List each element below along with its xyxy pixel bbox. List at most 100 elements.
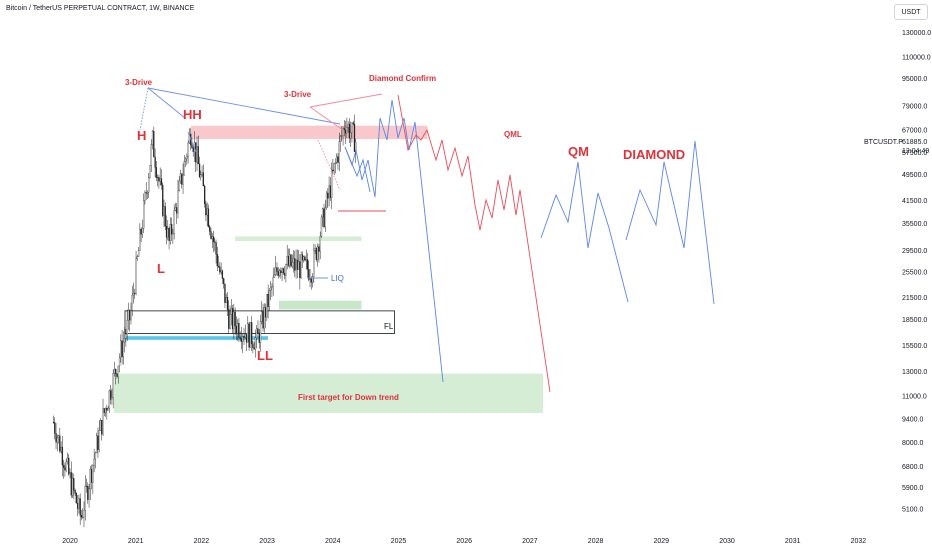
candle-body [148,177,150,193]
y-tick-label: 49500.0 [902,172,927,179]
candle-body [127,310,130,321]
candle-body [309,278,311,280]
x-tick-label: 2026 [456,538,472,545]
candle-body [169,224,171,241]
candle-body [348,123,351,139]
red-dashed-line [317,139,341,191]
currency-button[interactable]: USDT [894,4,928,20]
candle-body [234,311,236,327]
diamond-label: DIAMOND [623,147,685,162]
diamond-pattern [625,140,715,305]
candle-body [319,236,321,252]
candle-body [164,206,166,227]
candle-body [187,142,189,157]
candle-body [63,464,65,468]
candle-body [320,216,323,237]
price-tag-price: 61885.0 [902,139,927,146]
candle-body [240,338,243,342]
candle-body [135,258,137,294]
candle-body [352,122,354,125]
y-tick-label: 57500.0 [902,150,927,157]
candle-body [291,262,293,267]
candle-body [249,322,252,348]
candle-body [247,323,249,343]
three-drive-left-line [147,87,186,119]
candle-body [85,485,88,487]
chart-title: Bitcoin / TetherUS PERPETUAL CONTRACT, 1… [6,5,195,12]
y-tick-label: 25500.0 [902,270,927,277]
candle-body [126,320,128,335]
zones-layer [114,125,543,413]
x-tick-label: 2027 [522,538,538,545]
h-label: H [137,128,146,143]
candle-body [276,267,278,272]
candle-body [168,228,170,241]
l-label: L [157,261,165,276]
x-tick-label: 2020 [62,538,78,545]
candle-body [76,502,79,509]
candle-body [280,270,282,274]
candle-body [163,206,165,216]
candle-body [74,490,76,494]
x-axis[interactable]: 2020 2021 2022 2023 2024 2025 2026 2027 2028 2029… [62,538,866,545]
candle-body [262,311,264,329]
candle-body [121,340,123,357]
candle-body [223,278,225,285]
candle-body [332,169,334,172]
candle-body [207,208,210,227]
candle-body [344,129,347,134]
candle-body [214,241,216,243]
candle-body [79,498,81,516]
candle-body [224,283,226,303]
candle-body [130,310,132,321]
candle-body [322,208,324,218]
candle-body [282,268,285,274]
candle-body [111,397,113,400]
candle-body [328,185,330,199]
candle-body [158,177,160,182]
candle-body [203,185,206,204]
candle-body [160,178,163,186]
candle-body [188,133,191,144]
diamond-confirm-label: Diamond Confirm [369,74,436,83]
y-tick-label: 35500.0 [902,221,927,228]
x-tick-label: 2032 [851,538,867,545]
candle-body [347,123,349,128]
candle-body [103,408,105,413]
y-axis[interactable]: 130000.0 110000.0 95000.0 79000.0 67000.0 575… [902,30,931,514]
candle-body [118,357,121,367]
candle-body [198,163,201,178]
x-tick-label: 2030 [719,538,735,545]
candle-body [96,435,98,454]
candle-body [106,408,108,411]
candle-body [92,465,94,483]
hh-label: HH [183,107,202,122]
zone-3 [124,310,395,334]
candle-body [268,290,271,307]
candle-body [313,250,315,277]
candle-body [136,256,138,259]
candle-body [115,369,117,375]
y-tick-label: 41500.0 [902,198,927,205]
ll-label: LL [257,348,273,363]
candle-body [245,334,248,343]
candle-body [277,271,279,276]
candle-body [167,228,169,238]
diamond-confirm-line [309,93,383,108]
y-tick-label: 6800.0 [902,464,924,471]
candle-body [149,165,151,178]
price-tag-countdown: 12:04:49 [902,148,929,155]
red-projection [397,94,551,393]
first-target-label: First target for Down trend [298,393,399,402]
candle-body [116,373,118,377]
candle-body [113,369,116,374]
candle-body [89,468,91,489]
candle-body [108,390,111,409]
candle-body [150,144,152,166]
candle-body [104,408,107,413]
y-tick-label: 5900.0 [902,485,924,492]
candle-body [206,208,208,216]
candle-body [174,207,177,211]
candle-body [242,336,244,342]
